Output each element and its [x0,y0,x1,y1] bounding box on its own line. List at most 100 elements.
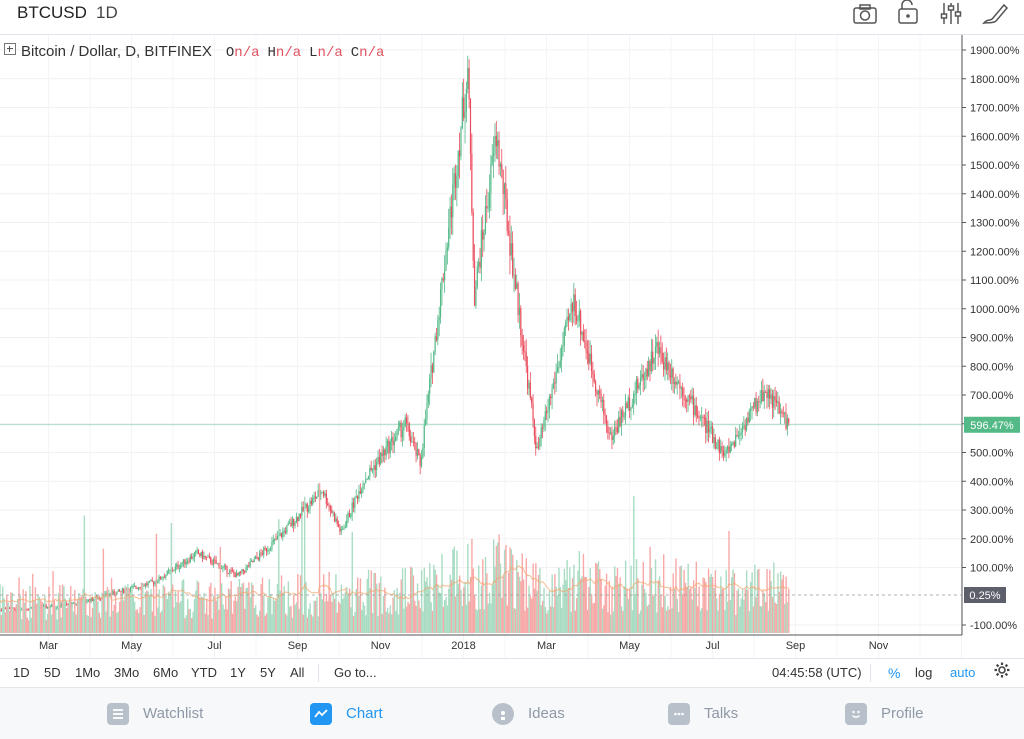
candle-body [438,317,440,321]
volume-bar [358,595,360,633]
candle-body [785,412,787,429]
volume-bar [425,581,427,633]
candle-body [577,320,579,322]
candle-body [694,405,696,416]
volume-bar [138,613,140,633]
volume-bar [683,569,685,633]
volume-bar [516,560,518,633]
unlock-icon[interactable] [893,0,923,28]
candle-body [675,381,677,385]
candle-body [157,581,159,583]
volume-bar [550,606,552,633]
price-chart[interactable]: 1900.00% 1800.00% 1700.00% 1600.00% 1500.00%… [0,35,1024,658]
volume-bar [97,601,99,633]
candle-body [131,586,133,588]
candle-body [352,502,355,508]
volume-bar [687,563,689,633]
candle-body [533,420,535,437]
volume-bar [448,588,450,633]
volume-bar [263,595,265,633]
range-5y-button[interactable]: 5Y [260,665,276,680]
settings-sliders-icon[interactable] [936,0,966,28]
volume-bar [177,590,179,633]
log-scale-toggle[interactable]: log [915,665,933,680]
volume-bar [127,584,129,633]
volume-bar [153,587,155,633]
candle-body [556,367,559,373]
candle-body [173,570,175,572]
tab-ideas[interactable]: Ideas [492,688,565,739]
volume-bar [396,587,398,633]
auto-scale-toggle[interactable]: auto [950,665,976,680]
candle-body [331,509,333,513]
candle-body [306,503,308,512]
candle-body [325,493,327,504]
candle-body [329,505,331,510]
candle-body [527,365,529,389]
candle-body [195,550,197,554]
volume-bar [588,587,590,633]
candle-body [513,275,515,277]
volume-bar [612,611,615,633]
camera-icon[interactable] [850,0,880,28]
range-1mo-button[interactable]: 1Mo [75,665,101,680]
candle-body [120,591,122,593]
range-1y-button[interactable]: 1Y [230,665,246,680]
volume-bar [546,613,548,633]
volume-bar [83,515,86,633]
volume-bar [57,593,60,633]
candle-body [264,547,266,549]
symbol-name[interactable]: BTCUSD [17,3,87,22]
drawing-tool-icon[interactable] [980,0,1010,28]
candle-body [760,390,763,402]
go-to-button[interactable]: Go to... [334,665,377,680]
tab-watchlist[interactable]: Watchlist [107,688,203,739]
tab-profile[interactable]: Profile [845,688,924,739]
tab-talks[interactable]: Talks [668,688,738,739]
candle-body [498,140,500,167]
percent-scale-toggle[interactable]: % [888,665,901,681]
candle-body [30,607,32,609]
volume-bar [82,588,84,633]
tab-chart[interactable]: Chart [310,688,383,739]
chart-canvas[interactable]: 1900.00% 1800.00% 1700.00% 1600.00% 1500.00%… [0,35,1024,658]
gear-icon[interactable] [994,662,1010,681]
candle-body [562,345,564,349]
volume-bar [157,607,159,633]
volume-bar [747,589,749,633]
candle-body [590,353,593,372]
range-6mo-button[interactable]: 6Mo [153,665,179,680]
volume-bar [87,615,90,633]
candle-body [378,456,380,464]
volume-bar [472,568,474,633]
range-3mo-button[interactable]: 3Mo [114,665,140,680]
range-all-button[interactable]: All [290,665,305,680]
volume-bar [222,604,224,633]
volume-bar [648,604,650,633]
candle-body [302,506,304,511]
candle-body [664,357,666,370]
volume-bar [611,586,613,633]
range-1d-button[interactable]: 1D [13,665,30,680]
candle-body [679,381,681,389]
volume-bar [114,591,117,633]
expand-legend-icon[interactable] [4,43,16,55]
volume-bar [321,599,324,633]
range-ytd-button[interactable]: YTD [191,665,217,680]
volume-bar [514,609,517,633]
candle-body [282,531,284,537]
volume-bar [48,586,50,633]
candle-body [405,417,408,424]
volume-bar [438,592,440,633]
interval-selector[interactable]: 1D [96,3,118,22]
volume-bar [401,568,404,633]
volume-bar [442,606,445,633]
range-5d-button[interactable]: 5D [44,665,61,680]
divider [318,664,319,682]
volume-bar [599,569,601,633]
volume-bar [439,592,442,633]
volume-bar [754,564,756,633]
candle-body [633,393,635,405]
volume-bar [208,586,211,633]
candle-body [514,275,516,289]
